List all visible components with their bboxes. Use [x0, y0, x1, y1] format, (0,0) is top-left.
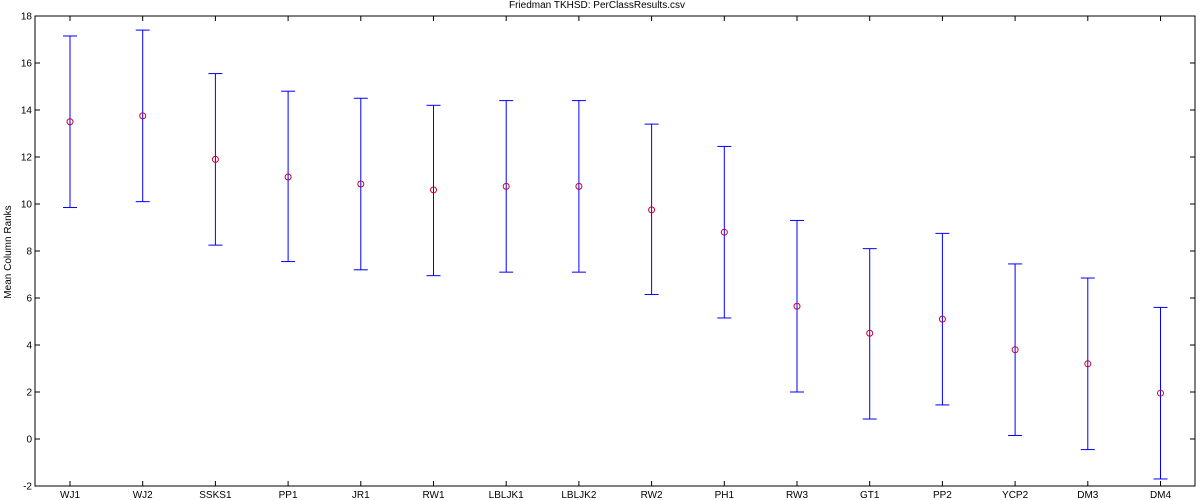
y-tick-label: 2: [26, 388, 32, 399]
error-bar-rw1: [426, 104, 441, 277]
y-tick-label: 10: [21, 200, 33, 211]
y-tick-label: 8: [26, 247, 32, 258]
y-tick-label: 0: [26, 435, 32, 446]
mean-marker-rw3: [793, 302, 801, 310]
error-bar-dm3: [1080, 277, 1095, 451]
mean-marker-pp1: [284, 173, 292, 181]
mean-marker-rw1: [430, 186, 437, 194]
x-tick-label: LBLJK1: [489, 490, 524, 500]
mean-marker-pp2: [938, 315, 946, 323]
x-tick-label: SSKS1: [199, 490, 232, 500]
error-bar-gt1: [862, 248, 877, 420]
x-tick-label: PP2: [933, 490, 952, 500]
error-bar-pp1: [281, 90, 296, 263]
error-bar-ssks1: [208, 73, 223, 246]
mean-marker-gt1: [866, 329, 874, 337]
y-tick-label: 16: [21, 59, 33, 70]
y-axis-label: Mean Column Ranks: [3, 205, 14, 298]
x-tick-label: GT1: [860, 490, 880, 500]
error-bar-rw2: [644, 123, 659, 295]
mean-marker-rw2: [648, 206, 656, 214]
error-bar-jr1: [353, 97, 368, 271]
mean-marker-lbljk1: [502, 182, 510, 190]
mean-marker-dm4: [1157, 389, 1164, 397]
x-tick-label: PP1: [279, 490, 298, 500]
x-axis-ticks: WJ1 WJ2 SSKS1 PP1 JR1 RW1 LBLJK1 LBLJK2 RW2 PH1 RW…: [60, 16, 1171, 500]
error-bars: [63, 29, 1168, 480]
mean-marker-jr1: [357, 180, 365, 188]
mean-marker-ycp2: [1011, 346, 1019, 354]
y-axis-ticks: -2 0 2 4 6 8 10 12 14 16 18: [21, 12, 1195, 493]
y-tick-label: -2: [23, 482, 32, 493]
x-tick-label: LBLJK2: [561, 490, 596, 500]
plot-frame: [34, 15, 1196, 487]
x-tick-label: RW1: [422, 490, 444, 500]
chart-title: Friedman TKHSD: PerClassResults.csv: [509, 0, 685, 11]
x-tick-label: WJ1: [60, 490, 80, 500]
x-tick-label: RW3: [786, 490, 808, 500]
error-bar-ycp2: [1008, 263, 1023, 436]
error-bar-dm4: [1153, 306, 1168, 480]
error-bar-lbljk2: [571, 100, 586, 273]
error-bar-ph1: [717, 145, 732, 319]
mean-marker-ph1: [720, 228, 728, 236]
mean-markers: [66, 112, 1164, 397]
mean-marker-ssks1: [211, 155, 219, 163]
mean-marker-lbljk2: [575, 182, 583, 190]
error-bar-pp2: [935, 232, 950, 406]
mean-marker-wj2: [139, 112, 147, 120]
mean-marker-wj1: [66, 118, 74, 126]
error-bar-wj2: [135, 29, 150, 203]
x-tick-label: DM3: [1077, 490, 1099, 500]
error-bar-wj1: [63, 35, 77, 209]
x-tick-label: RW2: [641, 490, 663, 500]
error-bar-rw3: [790, 219, 804, 393]
y-tick-label: 12: [21, 153, 33, 164]
error-bar-lbljk1: [499, 100, 514, 273]
y-tick-label: 6: [26, 294, 32, 305]
x-tick-label: JR1: [352, 490, 370, 500]
x-tick-label: YCP2: [1002, 490, 1029, 500]
y-tick-label: 14: [21, 106, 33, 117]
x-tick-label: DM4: [1150, 490, 1172, 500]
mean-marker-dm3: [1084, 360, 1092, 368]
x-tick-label: WJ2: [133, 490, 153, 500]
y-tick-label: 4: [26, 341, 32, 352]
x-tick-label: PH1: [715, 490, 735, 500]
y-tick-label: 18: [21, 12, 33, 23]
